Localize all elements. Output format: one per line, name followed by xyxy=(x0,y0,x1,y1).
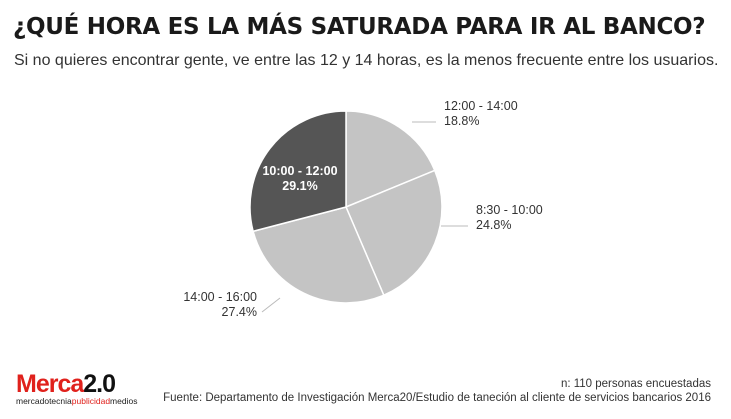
slice-value-label: 27.4% xyxy=(222,305,257,319)
brand-logo: Merca2.0 mercadotecniapublicidadmedios xyxy=(16,370,138,407)
footer-notes: n: 110 personas encuestadas Fuente: Depa… xyxy=(163,377,711,405)
leader-lines xyxy=(261,121,468,313)
slice-value-label: 24.8% xyxy=(476,218,511,232)
slice-category-label: 8:30 - 10:00 xyxy=(476,203,543,217)
slice-category-label: 12:00 - 14:00 xyxy=(444,99,518,113)
chart-title: ¿QUÉ HORA ES LA MÁS SATURADA PARA IR AL … xyxy=(13,14,706,40)
chart-subtitle: Si no quieres encontrar gente, ve entre … xyxy=(14,52,719,69)
slice-value-label: 18.8% xyxy=(444,114,479,128)
sample-size-note: n: 110 personas encuestadas xyxy=(560,378,711,390)
slice-category-label: 10:00 - 12:00 xyxy=(262,164,337,178)
source-note: Fuente: Departamento de Investigación Me… xyxy=(163,392,711,404)
leader-line xyxy=(261,297,281,313)
brand-wordmark: Merca2.0 xyxy=(16,370,116,398)
pie-slice xyxy=(249,110,347,233)
slice-value-label: 29.1% xyxy=(282,179,317,193)
pie-slice xyxy=(345,169,443,296)
slice-category-label: 14:00 - 16:00 xyxy=(183,290,257,304)
brand-tagline: mercadotecniapublicidadmedios xyxy=(16,396,138,406)
pie-slices xyxy=(249,110,443,304)
pie-slice xyxy=(345,110,436,208)
pie-slice xyxy=(252,206,385,304)
